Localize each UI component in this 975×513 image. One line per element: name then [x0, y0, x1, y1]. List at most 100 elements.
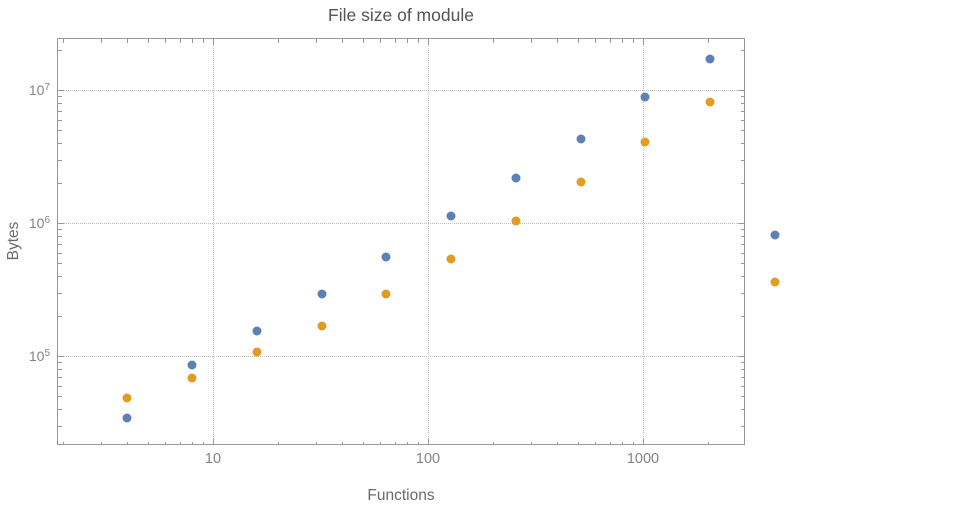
- y-tick-80000: [58, 368, 62, 370]
- y-tick-6000000: [58, 119, 62, 121]
- data-point-series-orange: [705, 97, 715, 106]
- x-tick-label-10: 10: [204, 451, 222, 467]
- x-tick-500: [578, 441, 580, 445]
- y-tick-right-40000: [740, 408, 744, 410]
- x-tick-40: [342, 441, 344, 445]
- y-tick-label-10000000: 107: [28, 81, 50, 98]
- y-tick-right-9000000: [740, 96, 744, 98]
- x-tick-top-8: [192, 39, 194, 43]
- data-point-series-blue: [511, 173, 521, 182]
- y-tick-20000000: [58, 50, 62, 51]
- data-point-series-blue: [381, 252, 391, 261]
- x-tick-top-1000: [643, 39, 644, 45]
- x-tick-70: [394, 441, 396, 445]
- x-tick-label-1000: 1000: [626, 451, 660, 467]
- x-tick-top-600: [595, 39, 597, 43]
- x-tick-20: [277, 441, 279, 445]
- x-tick-3: [100, 441, 102, 445]
- x-tick-60: [380, 441, 382, 445]
- data-point-series-orange: [317, 321, 327, 331]
- y-tick-400000: [58, 275, 62, 277]
- y-tick-label-100000: 105: [28, 347, 50, 364]
- y-tick-right-5000000: [740, 130, 744, 131]
- x-tick-top-800: [622, 39, 624, 43]
- y-tick-right-300000: [740, 292, 744, 294]
- x-tick-2: [62, 441, 64, 445]
- x-tick-top-60: [380, 39, 382, 43]
- x-tick-label-100: 100: [415, 451, 441, 467]
- y-tick-right-90000: [740, 362, 744, 364]
- gridline-y-100000: [57, 356, 745, 357]
- y-tick-right-20000000: [740, 50, 744, 51]
- y-tick-right-80000: [740, 368, 744, 370]
- y-tick-right-6000000: [740, 119, 744, 121]
- y-tick-right-1000000: [738, 223, 744, 224]
- y-tick-right-60000: [740, 385, 744, 387]
- x-tick-top-700: [609, 39, 611, 43]
- y-tick-right-2000000: [740, 183, 744, 184]
- y-tick-800000: [58, 235, 62, 237]
- y-tick-30000: [58, 425, 62, 427]
- y-tick-right-100000: [738, 356, 744, 357]
- y-tick-right-50000: [740, 396, 744, 398]
- data-point-series-orange: [640, 137, 650, 147]
- y-tick-right-70000: [740, 376, 744, 378]
- x-tick-top-5: [148, 39, 150, 43]
- x-tick-800: [622, 441, 624, 445]
- x-tick-top-90: [418, 39, 420, 43]
- x-tick-300: [530, 441, 532, 445]
- x-tick-top-70: [394, 39, 396, 43]
- x-tick-top-30: [315, 39, 317, 43]
- x-tick-top-7: [179, 39, 181, 43]
- data-point-series-blue: [187, 360, 197, 370]
- x-tick-30: [315, 441, 317, 445]
- y-tick-right-30000: [740, 425, 744, 427]
- x-tick-50: [363, 441, 365, 445]
- y-tick-200000: [58, 316, 62, 317]
- gridline-x-100: [428, 38, 429, 445]
- plot-frame: [57, 38, 745, 445]
- x-tick-700: [609, 441, 611, 445]
- data-point-series-blue: [705, 54, 715, 64]
- y-tick-50000: [58, 396, 62, 398]
- y-tick-300000: [58, 292, 62, 294]
- y-tick-label-1000000: 106: [28, 214, 50, 231]
- y-tick-70000: [58, 376, 62, 378]
- x-tick-top-9: [203, 39, 205, 43]
- gridline-y-1000000: [57, 223, 745, 224]
- data-point-series-blue: [770, 230, 780, 239]
- y-axis-label: Bytes: [5, 221, 22, 261]
- x-tick-900: [633, 441, 635, 445]
- data-point-series-orange: [187, 373, 197, 382]
- gridline-y-10000000: [57, 90, 745, 91]
- x-tick-top-20: [277, 39, 279, 43]
- data-point-series-blue: [446, 211, 456, 221]
- x-tick-top-900: [633, 39, 635, 43]
- x-tick-200: [492, 441, 494, 445]
- x-tick-top-50: [363, 39, 365, 43]
- x-axis-label: Functions: [367, 487, 435, 504]
- x-tick-1000: [643, 439, 644, 445]
- y-tick-3000000: [58, 159, 62, 161]
- y-tick-right-10000000: [738, 90, 744, 91]
- y-tick-right-7000000: [740, 110, 744, 112]
- data-point-series-orange: [576, 177, 585, 186]
- x-tick-5: [148, 441, 150, 445]
- y-tick-700000: [58, 243, 62, 245]
- data-point-series-blue: [317, 289, 327, 298]
- y-tick-right-500000: [740, 263, 744, 265]
- gridline-x-1000: [643, 38, 644, 445]
- x-tick-4: [127, 441, 129, 445]
- y-tick-40000: [58, 408, 62, 410]
- x-tick-400: [557, 441, 559, 445]
- x-tick-top-40: [342, 39, 344, 43]
- y-tick-600000: [58, 252, 62, 254]
- y-tick-1000000: [58, 223, 64, 224]
- x-tick-10: [213, 439, 214, 445]
- data-point-series-blue: [640, 92, 650, 102]
- data-point-series-blue: [576, 134, 585, 144]
- x-tick-9: [203, 441, 205, 445]
- x-tick-top-80: [407, 39, 409, 43]
- x-tick-80: [407, 441, 409, 445]
